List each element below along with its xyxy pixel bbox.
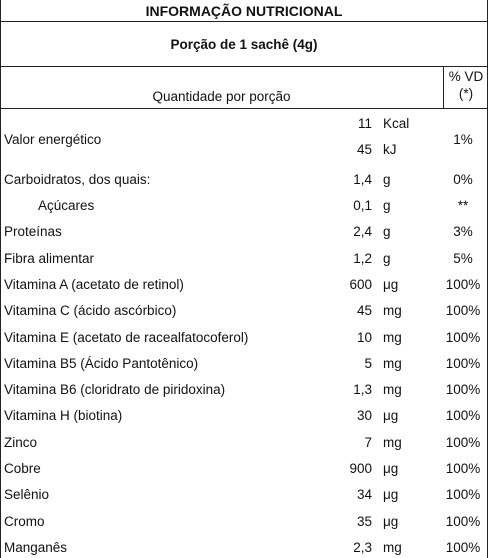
unit: μg	[383, 461, 399, 477]
unit: mg	[383, 329, 402, 345]
unit: mg	[383, 539, 402, 555]
daily-value: 100%	[445, 329, 481, 345]
amount: 30	[356, 408, 372, 424]
daily-value: 100%	[445, 355, 481, 371]
unit: mg	[383, 434, 402, 450]
amount: 0,1	[353, 198, 372, 214]
amount: 900	[349, 461, 372, 477]
serving: Porção de 1 sachê (4g)	[170, 37, 318, 52]
border	[0, 0, 1, 558]
daily-value: 100%	[445, 513, 481, 529]
daily-value: 1%	[453, 132, 473, 148]
amount: 35	[356, 513, 372, 529]
quantity-label: Quantidade por porção	[152, 89, 291, 104]
amount: 45	[356, 303, 372, 319]
nutrient-name: Valor energético	[4, 132, 102, 148]
daily-value: 100%	[445, 461, 481, 477]
amount: 5	[364, 355, 372, 371]
unit: g	[383, 250, 391, 266]
daily-value: 100%	[445, 487, 481, 503]
daily-value: 100%	[445, 276, 481, 292]
amount: 34	[356, 487, 372, 503]
nutrient-name: Açúcares	[38, 198, 95, 214]
nutrient-name: Proteínas	[4, 224, 62, 240]
nutrient-name: Carboidratos, dos quais:	[4, 171, 151, 187]
unit: mg	[383, 382, 402, 398]
amount: 600	[349, 276, 372, 292]
nutrient-name: Cromo	[4, 513, 45, 529]
amount: 45	[356, 142, 372, 158]
daily-value: 100%	[445, 303, 481, 319]
nutrient-name: Vitamina C (ácido ascórbico)	[4, 303, 177, 319]
nutrient-name: Vitamina B6 (cloridrato de piridoxina)	[4, 382, 226, 398]
amount: 7	[364, 434, 372, 450]
nutrient-name: Fibra alimentar	[4, 250, 95, 266]
nutrient-name: Vitamina A (acetato de retinol)	[4, 276, 184, 292]
amount: 1,3	[353, 382, 372, 398]
unit: μg	[383, 487, 399, 503]
vd-label: (*)	[458, 86, 474, 101]
daily-value: 100%	[445, 408, 481, 424]
unit: mg	[383, 303, 402, 319]
title: INFORMAÇÃO NUTRICIONAL	[145, 3, 343, 19]
amount: 2,3	[353, 539, 372, 555]
unit: μg	[383, 276, 399, 292]
unit: g	[383, 171, 391, 187]
unit: g	[383, 224, 391, 240]
daily-value: **	[457, 198, 469, 214]
unit: Kcal	[383, 116, 410, 131]
daily-value: 5%	[453, 250, 473, 266]
rule	[0, 66, 488, 67]
daily-value: 0%	[453, 171, 473, 187]
rule	[0, 108, 488, 109]
amount: 1,2	[353, 250, 372, 266]
column-divider	[443, 66, 444, 108]
vd-label: % VD	[448, 69, 484, 84]
unit: kJ	[383, 142, 397, 158]
amount: 10	[356, 329, 372, 345]
daily-value: 100%	[445, 539, 481, 555]
unit: g	[383, 198, 391, 214]
nutrient-name: Selênio	[4, 487, 50, 503]
nutrient-name: Vitamina H (biotina)	[4, 408, 123, 424]
amount: 2,4	[353, 224, 372, 240]
amount: 11	[357, 116, 372, 131]
nutrient-name: Manganês	[4, 539, 68, 555]
nutrient-name: Vitamina B5 (Ácido Pantotênico)	[4, 355, 199, 371]
nutrient-name: Zinco	[4, 434, 38, 450]
amount: 1,4	[353, 171, 372, 187]
unit: mg	[383, 355, 402, 371]
daily-value: 100%	[445, 434, 481, 450]
rule	[0, 21, 488, 22]
nutrient-name: Vitamina E (acetato de racealfatocoferol…	[4, 329, 249, 345]
nutrient-name: Cobre	[4, 461, 41, 477]
unit: μg	[383, 513, 399, 529]
unit: μg	[383, 408, 399, 424]
daily-value: 3%	[453, 224, 473, 240]
daily-value: 100%	[445, 382, 481, 398]
